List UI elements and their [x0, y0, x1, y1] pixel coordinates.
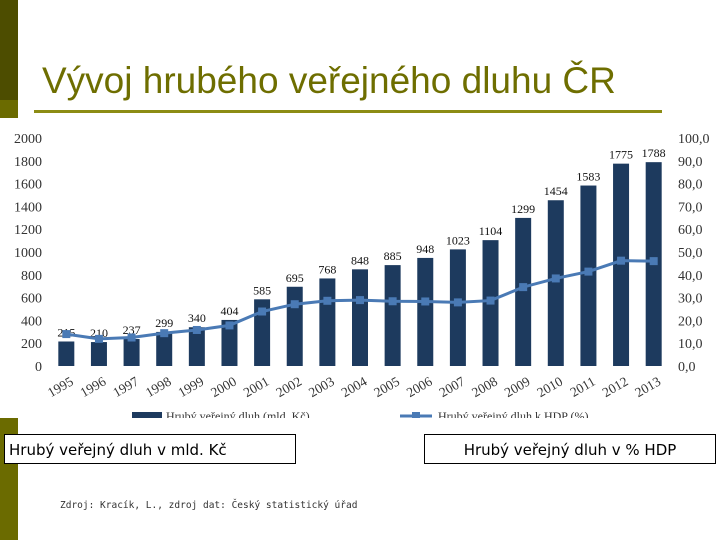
- left-axis-ticks: 0 200 400 600 800 1000 1200 1400 1600 1800 2000: [14, 132, 42, 375]
- line-point: [258, 307, 267, 316]
- left-axis-tick-label: 200: [21, 337, 42, 352]
- line-point: [617, 256, 626, 265]
- bar-data-label: 695: [286, 271, 304, 285]
- left-axis-tick-label: 0: [35, 360, 42, 375]
- right-axis-tick-label: 80,0: [678, 178, 703, 193]
- bar-data-label: 340: [188, 311, 206, 325]
- left-axis-tick-label: 1800: [14, 155, 42, 170]
- right-axis-tick-label: 60,0: [678, 223, 703, 238]
- bar: [417, 257, 434, 366]
- bar-data-label: 404: [220, 304, 238, 318]
- chart-legend: Hrubý veřejný dluh (mld. Kč) Hrubý veřejn…: [132, 409, 589, 418]
- debt-chart: 0 200 400 600 800 1000 1200 1400 1600 1800 2000 0,…: [0, 118, 720, 418]
- bar-data-label: 1583: [576, 170, 600, 184]
- line-point: [62, 330, 71, 339]
- line-point: [519, 283, 528, 292]
- left-axis-tick-label: 1600: [14, 178, 42, 193]
- left-axis-tick-label: 1400: [14, 200, 42, 215]
- bar-data-label: 299: [155, 316, 173, 330]
- line-point: [584, 267, 593, 276]
- legend-line-label: Hrubý veřejný dluh k HDP (%): [438, 409, 589, 418]
- bar-series: [58, 162, 662, 366]
- left-axis-tick-label: 1000: [14, 246, 42, 261]
- bar-data-label: 1023: [446, 233, 470, 247]
- bar-data-label: 585: [253, 283, 271, 297]
- bar: [90, 342, 107, 366]
- right-axis-tick-label: 100,0: [678, 132, 710, 147]
- bar: [221, 319, 238, 366]
- bar-data-label: 948: [416, 242, 434, 256]
- bar-data-label: 1454: [544, 184, 568, 198]
- right-axis-ticks: 0,0 10,0 20,0 30,0 40,0 50,0 60,0 70,0 80,0 90,0 1…: [678, 132, 710, 375]
- caption-left: Hrubý veřejný dluh v mld. Kč: [4, 434, 296, 464]
- bar: [384, 265, 401, 366]
- right-axis-tick-label: 90,0: [678, 155, 703, 170]
- right-axis-tick-label: 0,0: [678, 360, 696, 375]
- title-underline: [34, 110, 662, 113]
- bar: [188, 327, 205, 366]
- right-axis-tick-label: 20,0: [678, 314, 703, 329]
- left-axis-tick-label: 800: [21, 269, 42, 284]
- bar: [123, 338, 140, 366]
- bar: [449, 249, 466, 366]
- line-point: [160, 329, 169, 338]
- line-point: [356, 296, 364, 305]
- line-point: [192, 325, 201, 334]
- bar: [254, 299, 271, 366]
- right-axis-tick-label: 30,0: [678, 292, 703, 307]
- bar-data-label: 1775: [609, 148, 633, 162]
- line-point: [323, 296, 332, 305]
- bar-data-label: 210: [90, 326, 108, 340]
- legend-bar-label: Hrubý veřejný dluh (mld. Kč): [166, 409, 310, 418]
- legend-bar-swatch: [132, 412, 162, 418]
- line-point: [421, 297, 430, 306]
- chart-background: [0, 118, 720, 418]
- line-point: [388, 297, 397, 306]
- bar-data-label: 885: [384, 249, 402, 263]
- bar: [580, 185, 597, 366]
- bar: [613, 163, 630, 366]
- bar-data-label: 1299: [511, 202, 535, 216]
- bar: [156, 331, 173, 366]
- side-accent-bar-top: [0, 0, 18, 100]
- caption-right: Hrubý veřejný dluh v % HDP: [424, 434, 716, 464]
- left-axis-tick-label: 2000: [14, 132, 42, 147]
- bar: [58, 341, 75, 366]
- line-point: [127, 333, 136, 342]
- bar-data-label: 848: [351, 253, 369, 267]
- right-axis-tick-label: 40,0: [678, 269, 703, 284]
- left-axis-tick-label: 400: [21, 314, 42, 329]
- line-point: [225, 321, 234, 330]
- bar-data-label: 1788: [642, 146, 666, 160]
- bar: [286, 286, 303, 366]
- bar: [352, 269, 368, 366]
- bar: [547, 200, 564, 366]
- bar-data-label: 768: [318, 262, 336, 276]
- left-axis-tick-label: 600: [21, 292, 42, 307]
- right-axis-tick-label: 10,0: [678, 337, 703, 352]
- line-point: [94, 334, 103, 343]
- left-axis-tick-label: 1200: [14, 223, 42, 238]
- legend-line-marker: [412, 412, 420, 418]
- right-axis-tick-label: 70,0: [678, 200, 703, 215]
- line-point: [649, 257, 658, 266]
- line-point: [551, 274, 560, 283]
- line-point: [290, 300, 299, 309]
- bar-data-label: 237: [123, 323, 141, 337]
- bar: [515, 217, 532, 366]
- slide-title: Vývoj hrubého veřejného dluhu ČR: [42, 60, 616, 101]
- bar: [319, 278, 336, 366]
- line-point: [486, 296, 495, 305]
- source-note: Zdroj: Kracík, L., zdroj dat: Český stat…: [60, 500, 358, 511]
- line-series: [62, 256, 658, 343]
- right-axis-tick-label: 50,0: [678, 246, 703, 261]
- bar-data-label: 1104: [479, 224, 503, 238]
- line-point: [453, 298, 462, 307]
